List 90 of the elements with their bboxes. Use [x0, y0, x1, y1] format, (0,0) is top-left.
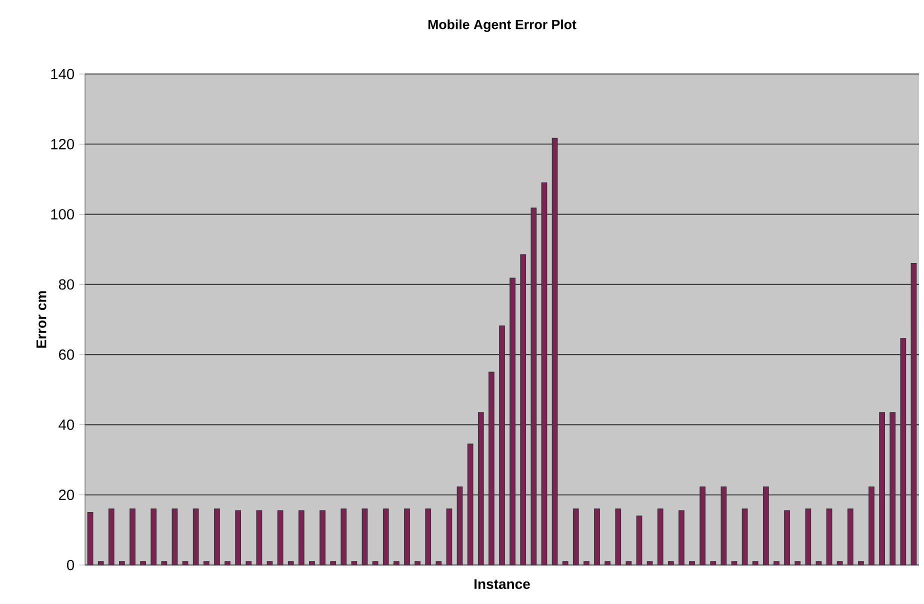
bar — [678, 510, 684, 566]
bar — [425, 508, 432, 566]
bar — [172, 508, 178, 566]
y-tick-label: 20 — [59, 490, 74, 500]
bar — [879, 412, 885, 566]
bar — [710, 561, 716, 566]
y-tick-label: 40 — [58, 420, 74, 430]
bar — [446, 508, 452, 566]
bar — [762, 486, 769, 566]
bar — [805, 508, 812, 566]
bar — [224, 561, 230, 566]
bar — [572, 508, 579, 566]
bar — [382, 508, 389, 566]
bar — [108, 508, 114, 566]
bar — [320, 510, 326, 566]
bar — [499, 325, 505, 566]
bar — [774, 561, 780, 566]
bar — [752, 561, 758, 566]
bar — [309, 561, 315, 566]
y-tick-label: 60 — [59, 349, 74, 360]
bar — [235, 510, 242, 566]
bar — [467, 444, 474, 566]
bar — [214, 508, 220, 566]
bar — [87, 512, 94, 566]
bar — [130, 508, 136, 566]
y-tick-label: 140 — [51, 68, 74, 80]
bar — [826, 508, 832, 566]
chart-title: Mobile Agent Error Plot — [428, 19, 576, 32]
bar — [520, 254, 526, 566]
bar — [351, 561, 358, 566]
y-tick-label: 0 — [67, 560, 74, 570]
bar — [488, 372, 494, 566]
bar — [277, 510, 284, 566]
bar — [510, 278, 516, 566]
bar — [530, 208, 537, 566]
bar — [604, 561, 611, 566]
bar — [436, 561, 442, 566]
y-tick-label: 100 — [51, 209, 74, 220]
bar — [192, 508, 199, 566]
bar — [362, 508, 368, 566]
bar — [646, 561, 653, 566]
bar — [742, 508, 748, 566]
bar — [98, 561, 104, 566]
bar — [890, 412, 896, 566]
bar — [584, 561, 590, 566]
bar — [288, 561, 294, 566]
bar — [594, 508, 600, 566]
bar — [731, 561, 738, 566]
bar — [900, 338, 906, 566]
bar — [836, 561, 843, 566]
bar — [689, 561, 695, 566]
bar — [847, 508, 854, 566]
bar — [119, 561, 125, 566]
bar — [182, 561, 188, 566]
bar — [636, 516, 642, 566]
bar — [700, 486, 706, 566]
bar — [372, 561, 378, 566]
bar — [784, 510, 790, 566]
bar — [161, 561, 168, 566]
bar — [626, 561, 632, 566]
bar — [414, 561, 420, 566]
bar — [404, 508, 410, 566]
bar — [330, 561, 336, 566]
bar — [720, 486, 727, 566]
bar — [910, 263, 917, 566]
bar — [456, 486, 463, 566]
bar — [203, 561, 210, 566]
bar — [858, 561, 864, 566]
y-axis-title: Error cm — [36, 291, 46, 348]
bar — [552, 138, 558, 566]
bar — [668, 561, 674, 566]
y-tick-label: 80 — [58, 279, 74, 290]
bar — [393, 561, 400, 566]
y-tick-label: 120 — [51, 138, 74, 150]
bar — [615, 508, 622, 566]
bar — [266, 561, 273, 566]
bar — [868, 486, 874, 566]
bar — [478, 412, 484, 566]
bar — [794, 561, 801, 566]
bar — [816, 561, 822, 566]
bar — [657, 508, 664, 566]
bar — [541, 182, 548, 566]
x-axis-title: Instance — [474, 579, 530, 589]
bar — [150, 508, 157, 566]
bar — [298, 510, 304, 566]
bar — [562, 561, 568, 566]
bar — [246, 561, 252, 566]
bar — [140, 561, 146, 566]
bar — [256, 510, 262, 566]
bar — [340, 508, 347, 566]
